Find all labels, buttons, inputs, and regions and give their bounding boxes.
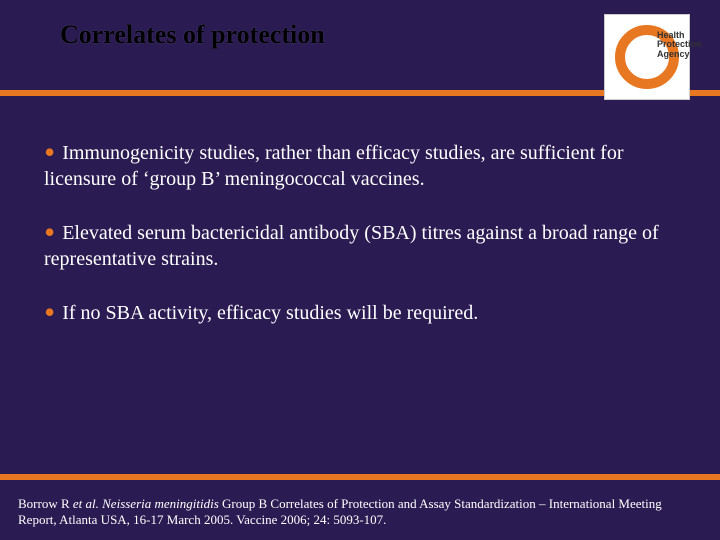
citation-text: Borrow R et al. Neisseria meningitidis G… (18, 496, 702, 529)
bullet-icon: • (44, 143, 55, 162)
bullet-icon: • (44, 303, 55, 322)
bullet-item: • Elevated serum bactericidal antibody (… (40, 220, 680, 272)
bullet-text: If no SBA activity, efficacy studies wil… (62, 302, 478, 324)
logo-line-3: Agency (657, 49, 690, 59)
logo-text: Health Protection Agency (657, 31, 702, 59)
bullet-text: Immunogenicity studies, rather than effi… (44, 142, 624, 190)
slide-body: • Immunogenicity studies, rather than ef… (0, 90, 720, 326)
bullet-item: • If no SBA activity, efficacy studies w… (40, 300, 680, 326)
hpa-logo: Health Protection Agency (604, 14, 690, 100)
bullet-text: Elevated serum bactericidal antibody (SB… (44, 222, 659, 270)
bullet-icon: • (44, 223, 55, 242)
citation-species: Neisseria meningitidis (102, 496, 219, 511)
citation-etal: et al. (73, 496, 102, 511)
bottom-divider (0, 474, 720, 480)
citation-authors: Borrow R (18, 496, 73, 511)
bullet-item: • Immunogenicity studies, rather than ef… (40, 140, 680, 192)
